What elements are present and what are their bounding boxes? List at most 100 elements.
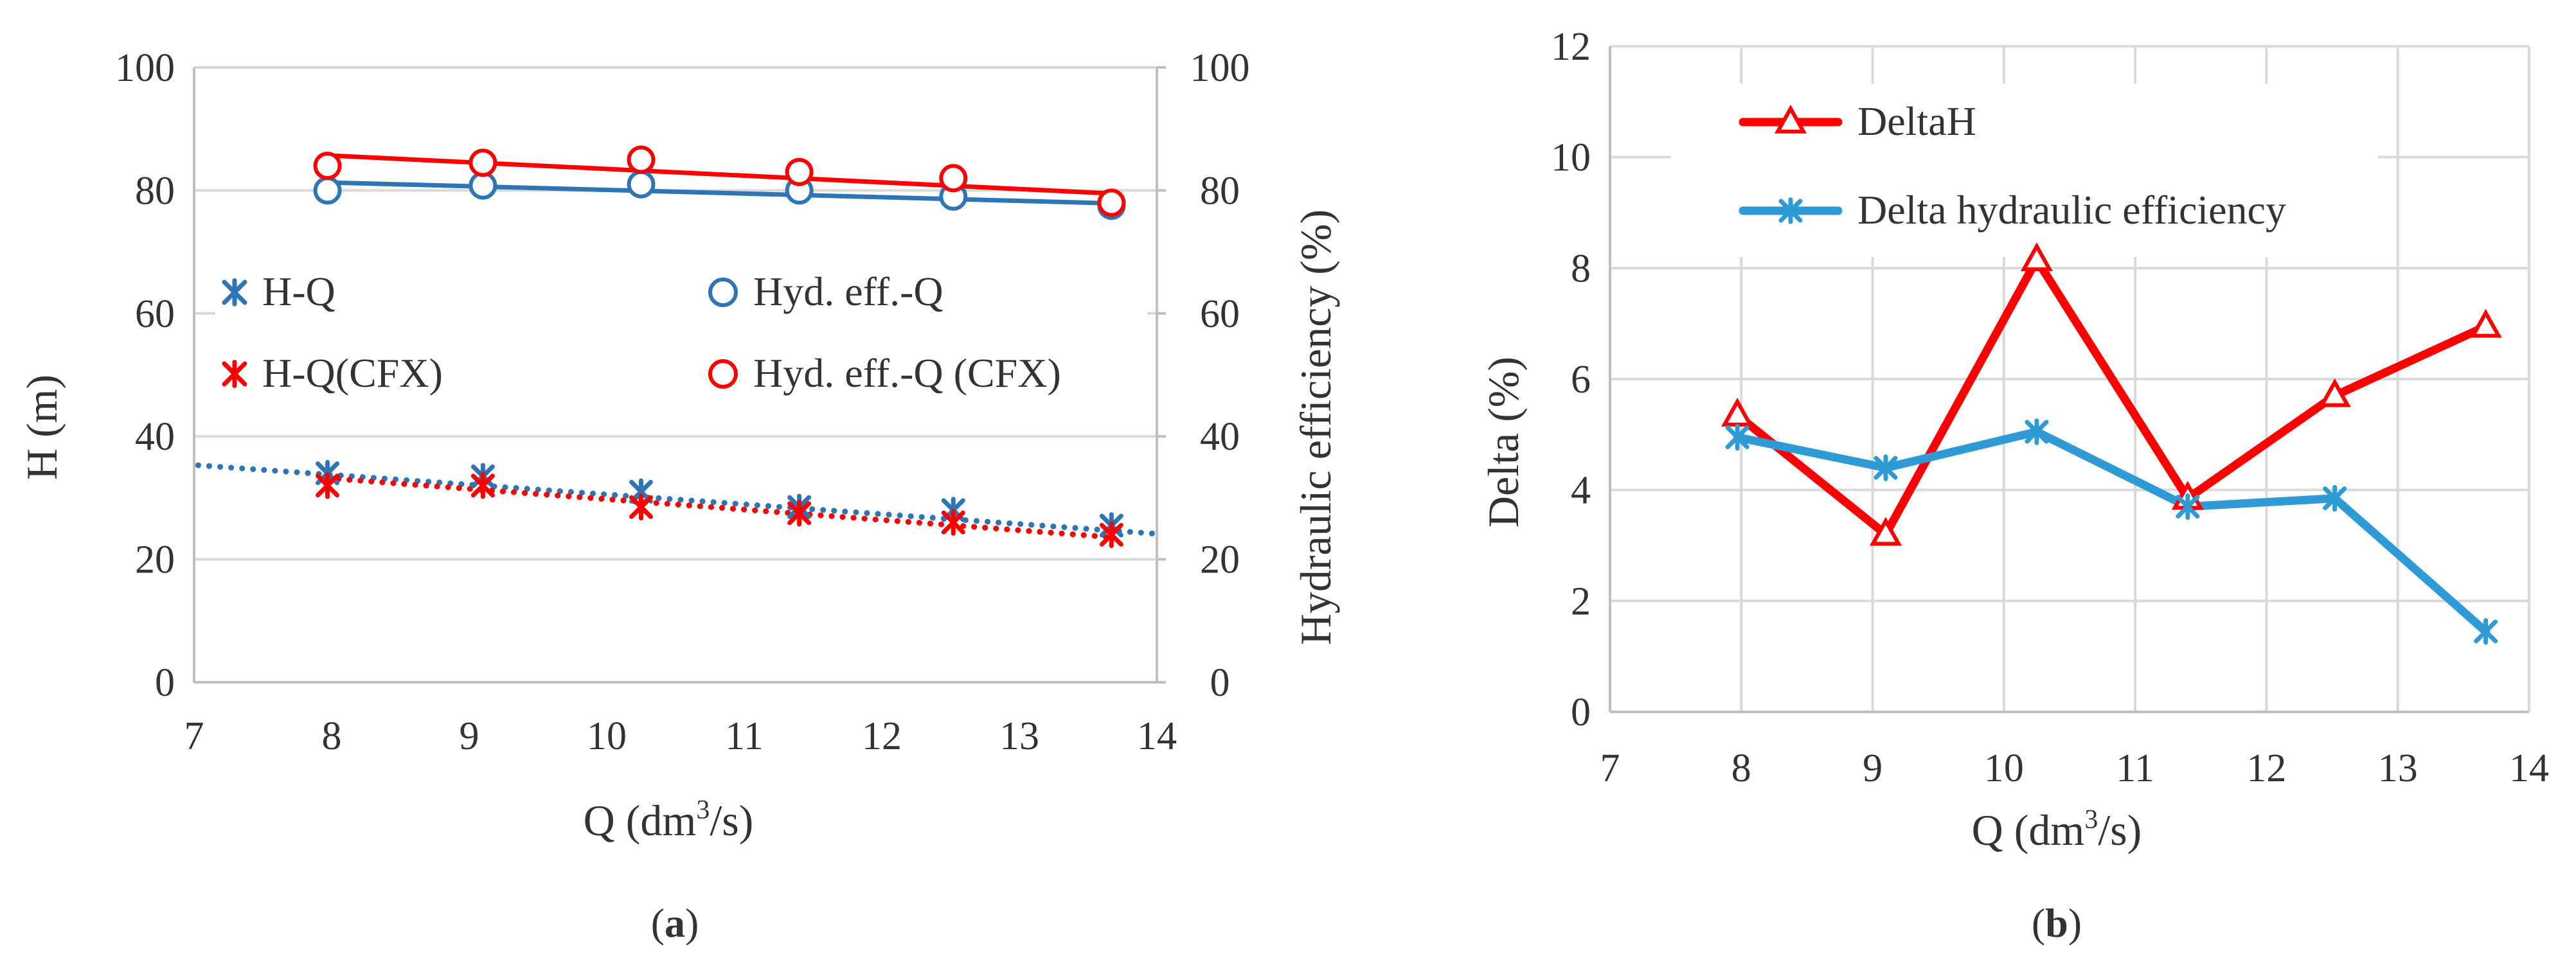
chart-b-ytick-8: 8 — [1571, 247, 1591, 290]
chart-a-point-h-q-cfx-2 — [629, 493, 653, 521]
chart-b-xtick-14: 14 — [2509, 747, 2549, 790]
chart-a-point-h-q-cfx-1 — [470, 472, 495, 499]
legend-a-hyd-eff-q-cfx-symbol — [708, 359, 738, 389]
chart-b-legend: DeltaH Delta hydraulic efficiency — [1739, 98, 2286, 233]
legend-a-h-q-cfx-label: H-Q(CFX) — [262, 350, 443, 396]
chart-a-point-hyd-eff-q-cfx-4 — [939, 164, 968, 193]
chart-b-xtick-8: 8 — [1731, 747, 1751, 790]
chart-a-xtick-14: 14 — [1137, 714, 1177, 758]
chart-b-xtick-10: 10 — [1984, 747, 2024, 790]
chart-a-point-hyd-eff-q-cfx-1 — [469, 148, 497, 177]
chart-a-x-axis-title-sup: 3 — [696, 795, 710, 825]
chart-b-xtick-12: 12 — [2246, 747, 2286, 790]
chart-a-point-hyd-eff-q-2 — [627, 170, 656, 199]
chart-a-markers — [313, 145, 1126, 549]
chart-a-point-hyd-eff-q-0 — [313, 176, 342, 205]
chart-a-trendline-hyd-eff-q-cfx — [327, 153, 1112, 196]
chart-b-series-lines — [1733, 255, 2491, 636]
chart-a-xtick-8: 8 — [322, 714, 342, 758]
chart-a-y2tick-40: 40 — [1200, 415, 1240, 459]
chart-a-legend: H-Q Hyd. eff.-Q H-Q(CFX) Hyd. eff.-Q (CF… — [222, 269, 1061, 396]
chart-b-axes — [1609, 46, 2529, 713]
chart-b-xtick-7: 7 — [1600, 747, 1620, 790]
chart-b-x-axis-title-main: Q (dm — [1972, 806, 2085, 854]
chart-b-tick-labels: 0 2 4 6 8 10 12 7 8 9 10 11 12 13 14 — [1551, 25, 2549, 790]
legend-b-delta-hyd-eff-label: Delta hydraulic efficiency — [1857, 187, 2286, 233]
legend-a-hyd-eff-q-symbol — [708, 278, 738, 307]
chart-b-point-deltah-2 — [2020, 242, 2053, 272]
legend-a-marker-h-q — [222, 278, 247, 306]
chart-b-ytick-2: 2 — [1571, 580, 1591, 623]
chart-a-ytick-0: 0 — [155, 661, 175, 705]
legend-a-hyd-eff-q-label: Hyd. eff.-Q — [753, 269, 944, 314]
chart-a-xtick-13: 13 — [999, 714, 1039, 758]
chart-b-point-deltah-4 — [2318, 378, 2351, 407]
chart-b-y-axis-title: Delta (%) — [1479, 357, 1528, 527]
chart-b-ytick-4: 4 — [1571, 469, 1591, 513]
chart-a-point-hyd-eff-q-cfx-0 — [313, 152, 342, 181]
chart-a-y2tick-20: 20 — [1200, 538, 1240, 582]
chart-a-legend-background — [215, 269, 1147, 403]
legend-a-marker-hyd-eff-q — [708, 278, 738, 307]
chart-a-tick-labels: 0 20 40 60 80 100 0 20 40 60 80 100 7 8 9 10 11 12 13 14 — [115, 46, 1250, 758]
legend-b-delta-hyd-eff-symbol — [1739, 197, 1843, 224]
chart-a-ytick-60: 60 — [135, 292, 175, 336]
legend-b-deltah-label: DeltaH — [1857, 98, 1976, 144]
chart-b-point-delta-hydraulic-efficiency-4 — [2323, 484, 2347, 512]
chart-b-point-delta-hydraulic-efficiency-5 — [2474, 618, 2498, 645]
chart-b-xtick-9: 9 — [1863, 747, 1883, 790]
chart-b-markers — [1721, 242, 2502, 645]
chart-a-point-hyd-eff-q-cfx-2 — [627, 145, 656, 174]
chart-b-x-axis-title: Q (dm3/s) — [1972, 805, 2142, 854]
chart-a-ytick-80: 80 — [135, 169, 175, 213]
chart-a-y2tick-100: 100 — [1190, 46, 1250, 90]
legend-a-h-q-cfx-symbol — [222, 360, 247, 388]
chart-b: 0 2 4 6 8 10 12 7 8 9 10 11 12 13 14 DeltaH Delta hydr… — [1479, 25, 2549, 946]
legend-a-h-q-label: H-Q — [262, 269, 335, 314]
chart-a-point-hyd-eff-q-cfx-5 — [1097, 188, 1126, 217]
chart-b-ytick-12: 12 — [1551, 25, 1591, 69]
legend-b-marker-deltah — [1774, 104, 1807, 134]
chart-b-x-axis-title-unit: /s) — [2098, 806, 2142, 854]
chart-a-y-axis-title: H (m) — [17, 375, 66, 480]
chart-b-ytick-10: 10 — [1551, 136, 1591, 180]
chart-a-x-axis-title: Q (dm3/s) — [584, 795, 754, 845]
chart-a: 0 20 40 60 80 100 0 20 40 60 80 100 7 8 9 10 11 12 13 14 H-… — [17, 46, 1340, 946]
chart-a-point-hyd-eff-q-1 — [469, 171, 497, 200]
chart-b-ytick-0: 0 — [1571, 691, 1591, 734]
legend-a-h-q-symbol — [222, 278, 247, 306]
chart-a-y2tick-80: 80 — [1200, 169, 1240, 213]
chart-a-y2tick-60: 60 — [1200, 292, 1240, 336]
chart-a-ytick-100: 100 — [115, 46, 175, 90]
chart-a-point-h-q-cfx-3 — [787, 500, 812, 527]
legend-a-marker-hyd-eff-q-cfx — [708, 359, 738, 389]
chart-a-point-hyd-eff-q-cfx-3 — [785, 157, 814, 186]
chart-a-point-h-q-cfx-4 — [941, 509, 965, 536]
chart-a-trendline-h-q-cfx — [325, 475, 1114, 540]
legend-b-deltah-symbol — [1739, 104, 1843, 134]
chart-a-xtick-10: 10 — [587, 714, 627, 758]
chart-b-panel-label: (b) — [2032, 900, 2082, 946]
chart-b-point-delta-hydraulic-efficiency-1 — [1874, 454, 1898, 481]
chart-a-point-h-q-cfx-0 — [316, 472, 340, 499]
chart-a-ytick-20: 20 — [135, 538, 175, 582]
chart-b-xtick-13: 13 — [2378, 747, 2418, 790]
chart-a-point-h-q-cfx-5 — [1099, 521, 1123, 549]
legend-b-marker-delta-hydraulic-efficiency — [1778, 197, 1803, 224]
chart-b-line-deltah — [1733, 255, 2491, 539]
chart-b-panel-letter: b — [2045, 900, 2068, 946]
chart-a-xtick-7: 7 — [184, 714, 204, 758]
chart-b-ytick-6: 6 — [1571, 358, 1591, 402]
chart-a-x-axis-title-unit: /s) — [710, 796, 753, 845]
chart-a-trendline-hyd-eff-q — [327, 180, 1112, 206]
chart-b-xtick-11: 11 — [2116, 747, 2154, 790]
legend-a-marker-h-q-cfx — [222, 360, 247, 388]
chart-a-y2tick-0: 0 — [1210, 661, 1230, 705]
chart-b-x-axis-title-sup: 3 — [2084, 805, 2098, 835]
chart-b-point-deltah-1 — [1869, 517, 1902, 546]
chart-b-line-delta-hydraulic-efficiency — [1733, 427, 2491, 636]
legend-a-hyd-eff-q-cfx-label: Hyd. eff.-Q (CFX) — [753, 350, 1061, 396]
chart-a-axes — [193, 66, 1166, 684]
chart-b-point-delta-hydraulic-efficiency-0 — [1725, 423, 1749, 451]
